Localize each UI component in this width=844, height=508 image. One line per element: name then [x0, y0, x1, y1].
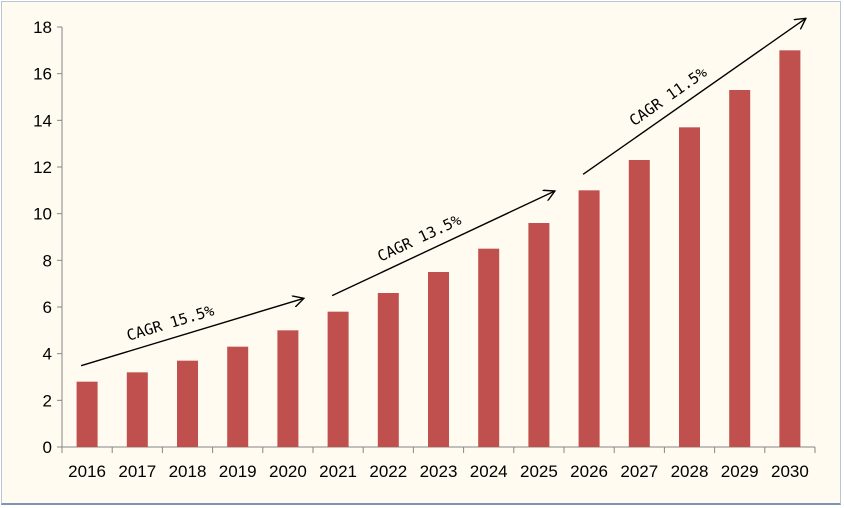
- bar-2025: [528, 223, 550, 447]
- x-tick-label: 2018: [169, 462, 207, 481]
- cagr-label-group: CAGR 11.5%: [626, 63, 710, 130]
- bar-2024: [478, 248, 500, 447]
- x-tick-label: 2016: [68, 462, 106, 481]
- cagr-arrow: [331, 191, 555, 297]
- cagr-label-group: CAGR 13.5%: [375, 211, 464, 266]
- cagr-label: CAGR 13.5%: [375, 211, 464, 266]
- bar-2023: [428, 272, 449, 447]
- bar-2030: [779, 50, 801, 447]
- bar-2021: [327, 311, 349, 447]
- x-tick-label: 2026: [570, 462, 608, 481]
- y-tick-label: 4: [43, 345, 52, 364]
- cagr-label: CAGR 11.5%: [626, 63, 710, 130]
- bar-2018: [177, 360, 198, 447]
- y-tick-label: 14: [33, 111, 52, 130]
- bar-2022: [377, 293, 399, 447]
- x-tick-label: 2024: [470, 462, 508, 481]
- bar-2016: [76, 381, 98, 447]
- x-tick-label: 2019: [219, 462, 257, 481]
- x-tick-label: 2027: [620, 462, 658, 481]
- bars: [76, 50, 801, 448]
- y-tick-label: 8: [43, 251, 52, 270]
- bar-2029: [729, 90, 751, 447]
- bar-2028: [679, 127, 700, 447]
- x-tick-label: 2022: [369, 462, 407, 481]
- x-tick-label: 2030: [771, 462, 809, 481]
- x-tick-label: 2021: [319, 462, 357, 481]
- y-tick-label: 6: [43, 298, 52, 317]
- y-tick-label: 0: [43, 438, 52, 457]
- x-tick-label: 2029: [721, 462, 759, 481]
- cagr-arrow: [80, 298, 304, 367]
- y-tick-label: 16: [33, 65, 52, 84]
- bar-2020: [277, 330, 299, 447]
- bar-2027: [628, 160, 650, 447]
- x-axis: 2016 2017 2018 2019 2020 2021 2022 2023 2024 2025…: [61, 446, 816, 481]
- bar-2026: [578, 190, 600, 448]
- x-tick-label: 2020: [269, 462, 307, 481]
- y-tick-label: 10: [33, 205, 52, 224]
- cagr-arrow: [582, 18, 806, 175]
- y-axis: 0 2 4 6 8 10 12 14 16 18: [33, 18, 63, 457]
- y-tick-label: 18: [33, 18, 52, 37]
- x-tick-label: 2023: [420, 462, 458, 481]
- y-tick-label: 2: [43, 391, 52, 410]
- x-tick-label: 2017: [118, 462, 156, 481]
- y-tick-label: 12: [33, 158, 52, 177]
- bar-2017: [126, 372, 148, 447]
- x-tick-label: 2025: [520, 462, 558, 481]
- x-tick-label: 2028: [671, 462, 709, 481]
- bar-2019: [227, 346, 249, 447]
